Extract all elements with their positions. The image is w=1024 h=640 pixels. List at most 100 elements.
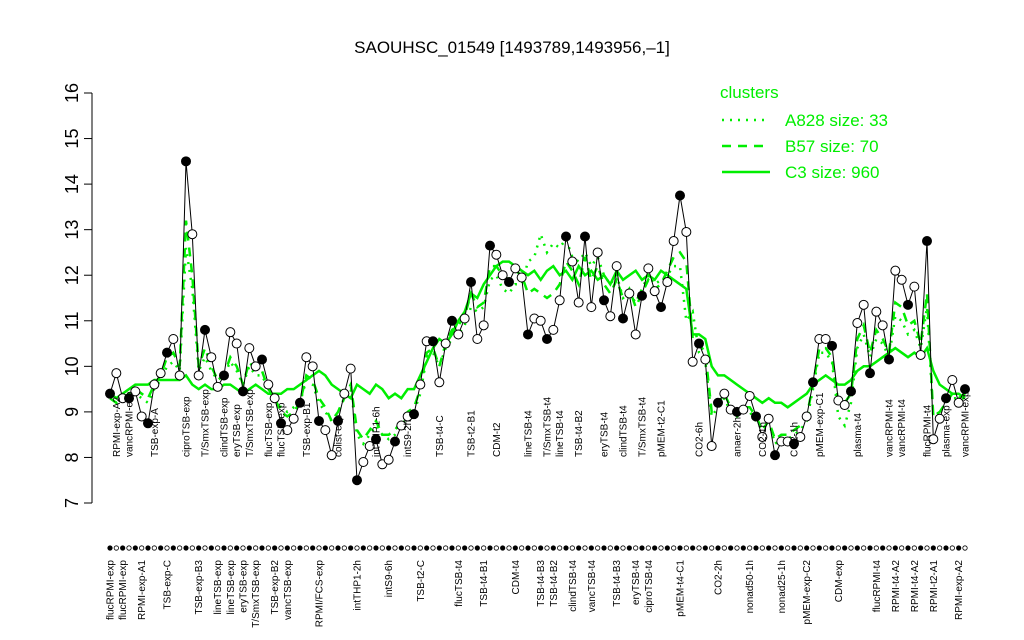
sample-dot bbox=[487, 545, 493, 551]
sample-dot bbox=[265, 545, 271, 551]
x-tick-label: CO2-6h bbox=[695, 422, 706, 457]
sample-dot bbox=[303, 545, 309, 551]
x-tick-label: flucTSB-exp bbox=[277, 402, 288, 457]
point bbox=[941, 393, 951, 404]
point bbox=[865, 368, 875, 379]
y-tick-label: 10 bbox=[62, 356, 82, 376]
point bbox=[314, 416, 324, 426]
x-tick-label: eryTSB-exp bbox=[239, 560, 250, 613]
x-tick-label: CDM-t2 bbox=[492, 422, 503, 457]
sample-dot bbox=[563, 545, 569, 551]
point bbox=[808, 377, 818, 388]
point bbox=[111, 368, 122, 379]
sample-dot bbox=[683, 545, 689, 551]
sample-dot bbox=[671, 545, 677, 551]
point bbox=[523, 329, 533, 340]
sample-dot bbox=[886, 545, 892, 551]
sample-dot bbox=[246, 545, 252, 551]
sample-dot bbox=[525, 545, 531, 551]
x-tick-label: TSB-exp-B1 bbox=[302, 402, 313, 457]
x-tick-label: CO2-1h bbox=[758, 422, 769, 457]
y-tick-label: 16 bbox=[62, 83, 82, 103]
point bbox=[282, 425, 293, 436]
sample-dot bbox=[664, 545, 670, 551]
point bbox=[516, 272, 527, 283]
sample-dot bbox=[379, 545, 385, 551]
point bbox=[434, 377, 445, 388]
sample-dot bbox=[791, 545, 797, 551]
sample-dot bbox=[785, 545, 791, 551]
point bbox=[624, 288, 635, 299]
point bbox=[618, 313, 628, 324]
sample-dot bbox=[468, 545, 474, 551]
x-tick-label: flucTSB-exp bbox=[264, 402, 275, 457]
sample-dot bbox=[151, 545, 157, 551]
point bbox=[960, 384, 970, 395]
point bbox=[656, 302, 666, 313]
point bbox=[206, 352, 217, 363]
sample-dot bbox=[677, 545, 683, 551]
point bbox=[915, 349, 926, 360]
y-tick-label: 13 bbox=[62, 220, 82, 240]
x-tick-label: flucRPMI-exp bbox=[106, 560, 117, 620]
sample-dot bbox=[702, 545, 708, 551]
sample-dot bbox=[202, 545, 208, 551]
point bbox=[257, 354, 267, 365]
point bbox=[846, 386, 856, 397]
point bbox=[687, 356, 698, 367]
sample-dot bbox=[443, 545, 449, 551]
y-tick-label: 7 bbox=[62, 498, 82, 508]
sample-dot bbox=[816, 545, 822, 551]
point bbox=[269, 393, 280, 404]
sample-dot bbox=[601, 545, 607, 551]
x-tick-label: RPMI-t4-A2 bbox=[910, 560, 921, 613]
point bbox=[668, 236, 679, 247]
point bbox=[858, 299, 869, 310]
point bbox=[713, 397, 723, 408]
sample-dot bbox=[322, 545, 328, 551]
point bbox=[326, 450, 337, 461]
point bbox=[757, 431, 768, 442]
point bbox=[820, 334, 831, 344]
point bbox=[447, 315, 457, 326]
sample-dot bbox=[177, 545, 183, 551]
point bbox=[611, 261, 622, 272]
point bbox=[700, 354, 711, 365]
sample-dot bbox=[126, 545, 132, 551]
sample-dot bbox=[620, 545, 626, 551]
sample-dot bbox=[715, 545, 721, 551]
point bbox=[491, 249, 502, 260]
x-tick-label: TSB-exp-A bbox=[150, 408, 161, 457]
point bbox=[440, 338, 451, 349]
sample-dot bbox=[145, 545, 151, 551]
x-tick-label: clindTSB-t4 bbox=[568, 560, 579, 612]
point bbox=[371, 434, 381, 445]
point bbox=[396, 420, 407, 431]
point bbox=[390, 436, 400, 447]
sample-dot bbox=[436, 545, 442, 551]
sample-dot bbox=[392, 545, 398, 551]
x-tick-label: eryTSB-t4 bbox=[600, 412, 611, 457]
point bbox=[288, 413, 299, 424]
sample-dot bbox=[842, 545, 848, 551]
sample-dot bbox=[658, 545, 664, 551]
sample-dot bbox=[582, 545, 588, 551]
sample-dot bbox=[804, 545, 810, 551]
point bbox=[637, 290, 647, 301]
sample-dot bbox=[284, 545, 290, 551]
sample-dot bbox=[259, 545, 265, 551]
point bbox=[364, 441, 375, 452]
sample-dot bbox=[316, 545, 322, 551]
sample-dot bbox=[728, 545, 734, 551]
sample-dot bbox=[531, 545, 537, 551]
point bbox=[763, 413, 774, 424]
x-tick-label: TSB-exp-C bbox=[163, 560, 174, 609]
x-tick-label: colist-exp bbox=[334, 414, 345, 457]
sample-dot bbox=[493, 545, 499, 551]
sample-dot bbox=[462, 545, 468, 551]
point bbox=[871, 306, 882, 317]
point bbox=[320, 425, 331, 436]
x-tick-label: lineTSB-exp bbox=[226, 560, 237, 615]
point bbox=[428, 336, 438, 347]
sample-dot bbox=[341, 545, 347, 551]
